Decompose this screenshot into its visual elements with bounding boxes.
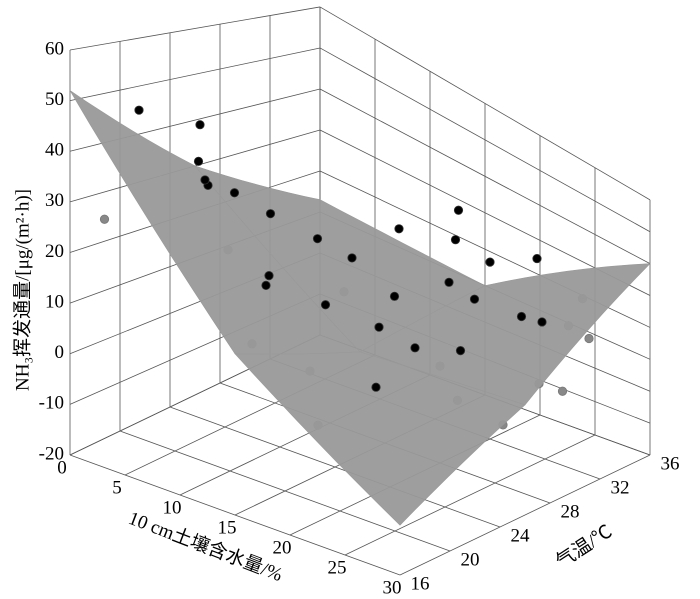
surface-patch [359,263,651,406]
data-point [455,346,466,356]
data-point [134,105,144,115]
grid-line [69,47,321,102]
x-tick-label: 15 [218,517,237,538]
data-point [485,257,495,267]
data-point [584,333,594,344]
data-point [193,156,204,166]
x-axis-label: 10 cm土壤含水量/% [126,507,286,586]
data-point [516,311,527,322]
data-point [229,188,240,198]
y-tick-label: 16 [411,573,430,594]
grid-line [69,454,401,576]
y-tick-label: 32 [611,477,630,498]
data-point [320,300,331,310]
data-point [557,386,568,396]
data-point [371,382,381,392]
x-tick-label: 25 [328,557,347,578]
y-tick-label: 20 [461,549,480,570]
grid-line [169,406,501,528]
data-point [389,291,400,301]
data-point [410,343,420,353]
data-point [469,294,480,304]
z-tick-label: 50 [45,89,64,110]
x-tick-label: 20 [273,537,292,558]
x-tick-label: 5 [112,477,122,498]
data-point [453,205,464,215]
grid-line [319,47,651,233]
data-point [195,120,205,130]
y-tick-label: 28 [561,501,580,522]
z-tick-label: -10 [39,393,64,414]
data-point [265,209,276,219]
z-tick-label: 40 [45,140,64,161]
z-tick-label: -20 [39,443,64,464]
data-point [374,322,384,332]
data-point [347,253,357,263]
y-axis-label: 气温/℃ [552,520,616,572]
data-point [99,214,110,224]
z-tick-label: 10 [45,291,64,312]
z-tick-label: 30 [45,190,64,211]
data-point [444,277,454,287]
data-point [450,235,461,245]
data-point [200,175,210,185]
grid-line [119,430,451,552]
data-point [264,271,274,281]
data-point [394,224,404,234]
grid-line [344,434,596,556]
y-tick-label: 24 [511,525,531,546]
grid-line [319,88,651,264]
x-tick-label: 30 [383,577,402,598]
grid-line [399,454,651,576]
x-tick-label: 10 [163,497,182,518]
z-tick-label: 0 [55,342,65,363]
data-point [537,317,547,327]
data-point [261,280,271,291]
data-point [312,234,323,244]
grid-line [319,6,651,201]
data-point [532,253,542,264]
y-tick-label: 36 [661,453,680,474]
z-tick-label: 60 [45,38,64,59]
z-axis-label: NH₃挥发通量/[μg/(m²·h)] [11,189,33,391]
z-tick-label: 20 [45,241,64,262]
grid-line [69,6,321,51]
x-tick-label: 0 [57,457,67,478]
